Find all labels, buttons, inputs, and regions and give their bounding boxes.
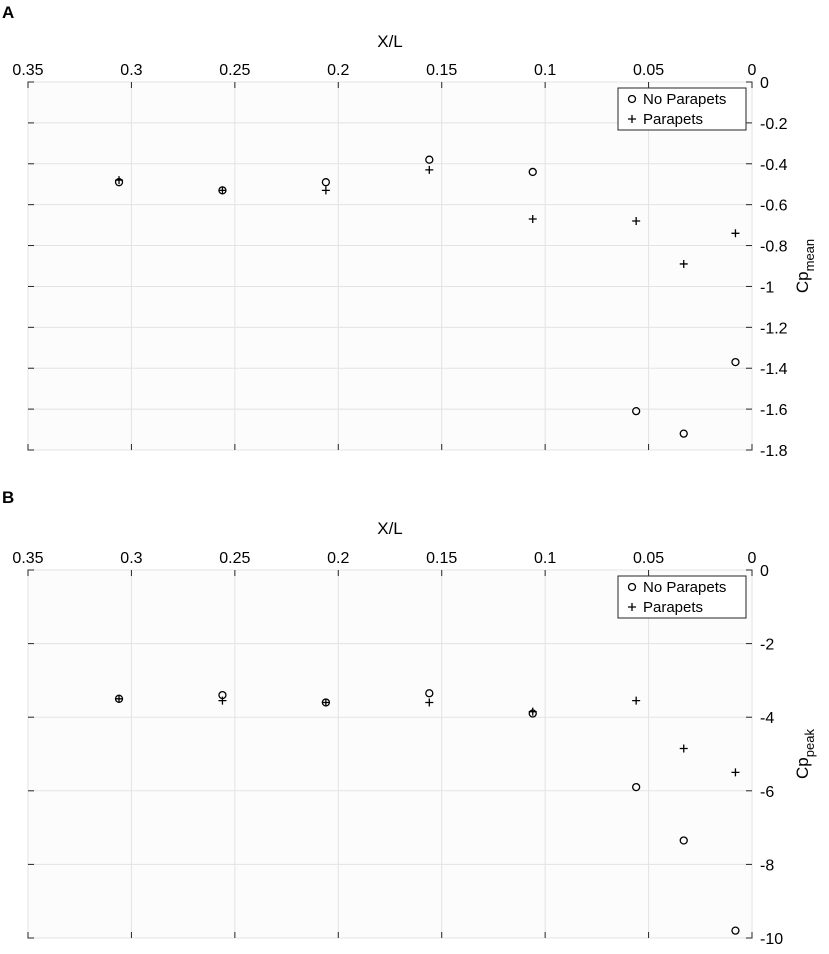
panel-b-point-parapets — [425, 698, 434, 707]
panel-b-y-tick-label: -4 — [760, 710, 774, 727]
panel-b-x-tick-label: 0.2 — [327, 550, 349, 567]
panel-a-legend: No Parapets Parapets — [617, 87, 747, 131]
panel-b-letter: B — [2, 488, 14, 507]
panel-b-x-tick-label: 0.15 — [426, 550, 457, 567]
panel-a-plot-area — [27, 81, 753, 451]
panel-b-y-tick-label: -6 — [760, 784, 774, 801]
panel-b-x-tick-label: 0 — [748, 550, 757, 567]
panel-b-x-ticks: 0.35 0.3 0.25 0.2 0.15 0.1 0.05 0 — [12, 550, 757, 938]
panel-a-point-no-parapets — [425, 155, 434, 164]
panel-a-x-ticks: 0.35 0.3 0.25 0.2 0.15 0.1 0.05 0 — [12, 62, 757, 450]
panel-a-point-no-parapets — [731, 357, 740, 367]
panel-a-letter: A — [2, 3, 14, 22]
panel-a-x-tick-label: 0.15 — [426, 62, 457, 79]
panel-a-point-no-parapets — [528, 167, 537, 177]
panel-a-y-tick-label: -1.4 — [760, 361, 788, 378]
panel-b-point-parapets — [321, 698, 330, 707]
panel-a-legend-label-no-parapets: No Parapets — [643, 91, 726, 108]
panel-b-point-no-parapets — [425, 689, 434, 698]
panel-b-x-tick-label: 0.3 — [120, 550, 142, 567]
panel-b-point-no-parapets — [731, 926, 740, 935]
panel-a-grid — [27, 81, 753, 451]
panel-a-x-tick-label: 0.35 — [12, 62, 43, 79]
panel-a: A 0.35 0.3 0.25 0.2 0.15 0.1 0.05 0 0 -0.2 -0.4 -0… — [2, 3, 817, 460]
panel-a-x-tick-label: 0.3 — [120, 62, 142, 79]
panel-a-point-parapets — [425, 165, 434, 174]
panel-a-point-no-parapets — [679, 429, 688, 438]
panel-b-y-tick-label: 0 — [760, 563, 769, 580]
panel-a-point-no-parapets — [321, 178, 331, 187]
panel-b-y-tick-label: -8 — [760, 857, 774, 874]
panel-a-point-parapets — [321, 186, 330, 195]
panel-a-x-tick-label: 0.1 — [534, 62, 556, 79]
panel-b-x-tick-label: 0.25 — [219, 550, 250, 567]
panel-b-point-no-parapets — [632, 782, 641, 792]
panel-a-y-axis-title-sub: mean — [802, 239, 817, 272]
panel-b-legend-label-parapets: Parapets — [643, 599, 703, 616]
panel-b-point-parapets — [115, 694, 124, 703]
panel-b-legend-plus-icon — [628, 603, 636, 611]
panel-a-point-parapets — [115, 176, 124, 185]
panel-a-y-axis-title: Cpmean — [793, 239, 817, 293]
panel-b-legend: No Parapets Parapets — [617, 575, 747, 619]
panel-b-point-parapets — [528, 707, 537, 716]
panel-a-point-parapets — [632, 217, 641, 226]
panel-b-legend-circle-icon — [627, 582, 637, 592]
panel-a-point-parapets — [528, 214, 537, 223]
panel-a-x-tick-label: 0.2 — [327, 62, 349, 79]
panel-a-x-tick-label: 0.25 — [219, 62, 250, 79]
panel-b-y-ticks: 0 -2 -4 -6 -8 -10 — [28, 563, 783, 948]
panel-a-y-tick-label: 0 — [760, 75, 769, 92]
panel-a-legend-circle-icon — [627, 94, 637, 104]
panel-b-point-no-parapets — [679, 836, 688, 845]
panel-a-point-parapets — [679, 259, 688, 268]
panel-a-y-tick-label: -1.8 — [760, 443, 788, 460]
panel-a-y-tick-label: -1.2 — [760, 320, 788, 337]
panel-a-y-ticks: 0 -0.2 -0.4 -0.6 -0.8 -1 -1.2 -1.4 -1.6 -1.8 — [28, 75, 788, 460]
panel-a-y-tick-label: -0.6 — [760, 198, 788, 215]
panel-b-point-parapets — [679, 744, 688, 753]
panel-a-x-tick-label: 0.05 — [633, 62, 664, 79]
panel-a-x-axis-title: X/L — [377, 32, 403, 51]
panel-b-point-parapets — [218, 696, 227, 705]
svg-text:Cpmean: Cpmean — [793, 239, 817, 293]
panel-b-plot-area — [27, 569, 753, 939]
panel-b: B 0.35 0.3 0.25 0.2 0.15 0.1 0.05 0 0 -2 -4 -6 -8 -1… — [2, 488, 817, 948]
panel-a-marks — [114, 155, 740, 438]
svg-text:Cppeak: Cppeak — [793, 729, 817, 779]
panel-a-point-parapets — [731, 229, 740, 238]
panel-a-point-no-parapets — [632, 407, 641, 416]
panel-b-y-axis-title: Cppeak — [793, 729, 817, 779]
panel-b-marks — [114, 689, 740, 935]
panel-b-x-tick-label: 0.05 — [633, 550, 664, 567]
panel-b-grid — [27, 569, 753, 939]
panel-b-x-tick-label: 0.35 — [12, 550, 43, 567]
panel-b-legend-label-no-parapets: No Parapets — [643, 579, 726, 596]
panel-a-point-parapets — [218, 186, 227, 195]
panel-b-legend-box — [617, 575, 747, 619]
panel-a-x-tick-label: 0 — [748, 62, 757, 79]
panel-a-legend-label-parapets: Parapets — [643, 111, 703, 128]
panel-a-y-tick-label: -1.6 — [760, 402, 788, 419]
panel-b-point-parapets — [731, 768, 740, 777]
panel-b-y-axis-title-base: Cp — [793, 757, 812, 779]
panel-a-legend-plus-icon — [628, 115, 636, 123]
panel-a-y-tick-label: -1 — [760, 279, 774, 296]
panel-b-y-tick-label: -2 — [760, 637, 774, 654]
panel-b-x-axis-title: X/L — [377, 519, 403, 538]
panel-b-y-axis-title-sub: peak — [802, 729, 817, 758]
panel-b-x-tick-label: 0.1 — [534, 550, 556, 567]
panel-a-y-tick-label: -0.8 — [760, 239, 788, 256]
panel-a-y-axis-title-base: Cp — [793, 271, 812, 293]
panel-b-point-parapets — [632, 696, 641, 705]
panel-a-y-tick-label: -0.2 — [760, 116, 788, 133]
panel-a-legend-box — [617, 87, 747, 131]
panel-a-y-tick-label: -0.4 — [760, 157, 788, 174]
panel-b-y-tick-label: -10 — [760, 931, 783, 948]
